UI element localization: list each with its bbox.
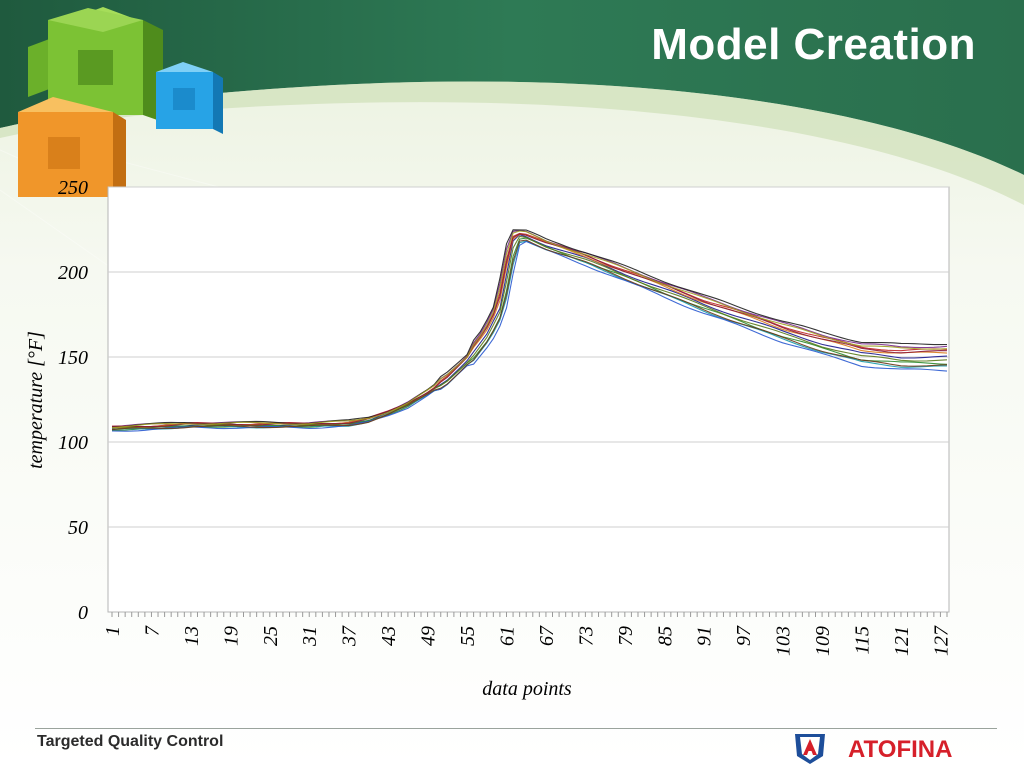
footer-caption: Targeted Quality Control: [37, 733, 224, 750]
x-tick-label: 61: [496, 626, 518, 646]
x-tick-label: 19: [220, 626, 242, 646]
x-tick-label: 73: [575, 626, 597, 646]
series-line: [111, 233, 948, 428]
x-tick-label: 55: [457, 626, 479, 646]
x-tick-label: 79: [615, 626, 637, 646]
atofina-logo: ATOFINA: [795, 734, 952, 764]
y-tick-label: 0: [78, 602, 88, 624]
x-tick-label: 43: [378, 626, 400, 646]
x-tick-label: 37: [339, 625, 361, 647]
series-line: [111, 229, 948, 428]
brand-wordmark: ATOFINA: [848, 736, 952, 763]
x-tick-label: 67: [536, 625, 558, 646]
x-tick-label: 97: [733, 625, 755, 646]
x-tick-label: 115: [852, 626, 874, 655]
y-tick-label: 100: [58, 432, 88, 454]
y-tick-label: 200: [58, 262, 88, 284]
page-title: Model Creation: [651, 20, 976, 69]
y-tick-label: 50: [68, 517, 88, 539]
x-tick-label: 121: [891, 626, 913, 656]
x-tick-label: 91: [694, 626, 716, 646]
x-tick-label: 85: [654, 626, 676, 646]
x-tick-label: 49: [418, 626, 440, 646]
x-axis-label: data points: [482, 678, 572, 700]
cubes-logo: [18, 7, 223, 200]
x-tick-label: 103: [773, 626, 795, 656]
footer-divider: [35, 728, 997, 729]
plot-area: [107, 186, 950, 613]
series-line: [111, 230, 948, 429]
x-tick-label: 13: [181, 626, 203, 646]
y-tick-label: 250: [58, 177, 88, 199]
x-tick-label: 109: [812, 626, 834, 656]
x-tick-label: 1: [102, 626, 124, 636]
series-line: [111, 239, 948, 431]
y-axis-label: temperature [°F]: [25, 331, 47, 469]
x-tick-label: 7: [141, 625, 163, 636]
y-tick-label: 150: [58, 347, 88, 369]
x-tick-label: 31: [299, 626, 321, 647]
x-tick-label: 127: [930, 625, 952, 656]
temperature-line-chart: 0 50 100 150 200 250 1 7 13 19 25 31 37 43 49 55 61 67 73…: [25, 177, 952, 700]
x-tick-label: 25: [260, 626, 282, 646]
